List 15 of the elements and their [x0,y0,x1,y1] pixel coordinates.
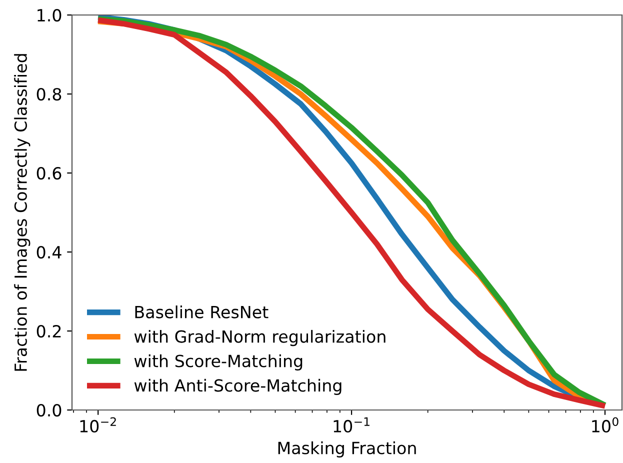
y-tick-label: 0.4 [36,246,62,259]
legend-label: with Score-Matching [134,354,302,371]
x-tick-label: 10$^{−1}$ [334,417,370,433]
legend-label: with Grad-Norm regularization [134,330,386,346]
x-tick-label: 10$^{0}$ [592,417,618,432]
x-axis-title: Masking Fraction [278,441,416,458]
legend-label: Baseline ResNet [135,305,268,318]
y-tick-label: 0.2 [36,324,61,338]
y-axis-title: Fraction of Images Correctly Classified [14,54,30,371]
y-tick-label: 0.8 [36,88,62,101]
y-tick-label: 1.0 [38,8,62,22]
x-tick-label: 10$^{−2}$ [80,417,116,432]
y-tick-label: 0.6 [36,166,62,180]
legend-label: with Anti-Score-Matching [134,378,342,395]
y-tick-label: 0.0 [36,404,62,417]
